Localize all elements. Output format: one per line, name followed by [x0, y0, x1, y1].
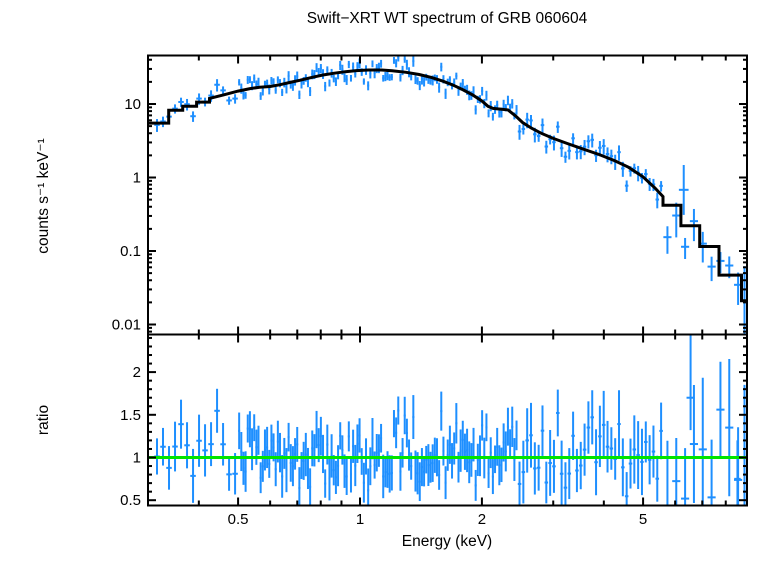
y-tick-label: 0.1 [120, 243, 141, 260]
x-axis-label: Energy (keV) [402, 533, 492, 550]
model-line [148, 68, 747, 303]
x-tick-label: 5 [639, 511, 647, 528]
ratio-panel-data [154, 334, 747, 506]
axes-and-ticks: 0.5 1 2 5 10 1 0.1 0.01 2 1.5 1 0.5 [112, 54, 748, 528]
bottom-panel-frame [147, 333, 748, 507]
top-panel-data [154, 55, 747, 335]
model-histogram-path [148, 68, 747, 303]
y-tick-label: 10 [124, 96, 141, 113]
y-axis-label-counts: counts s⁻¹ keV⁻¹ [35, 138, 52, 253]
y-tick-label: 1 [133, 170, 141, 187]
ratio-tick-label: 2 [133, 364, 141, 381]
x-tick-label: 0.5 [228, 511, 249, 528]
y-axis-label-ratio: ratio [35, 405, 52, 435]
y-tick-label: 0.01 [112, 317, 141, 334]
ratio-tick-label: 0.5 [120, 492, 141, 509]
ratio-tick-label: 1.5 [120, 407, 141, 424]
ratio-tick-label: 1 [133, 450, 141, 467]
x-tick-label: 1 [356, 511, 364, 528]
plot-layers: 0.5 1 2 5 10 1 0.1 0.01 2 1.5 1 0.5 [112, 54, 748, 528]
chart-title: Swift−XRT WT spectrum of GRB 060604 [307, 10, 588, 27]
x-tick-label: 2 [478, 511, 486, 528]
